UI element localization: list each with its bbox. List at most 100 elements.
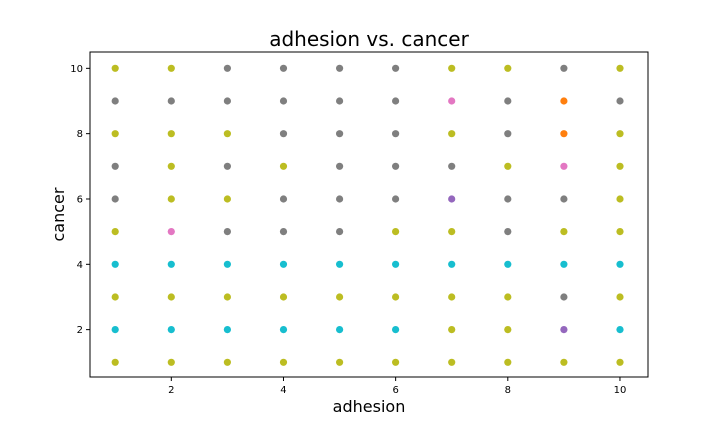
- data-point: [448, 162, 456, 170]
- data-point: [448, 260, 456, 268]
- data-point: [279, 64, 288, 72]
- data-point: [167, 293, 175, 301]
- data-point: [336, 195, 344, 203]
- data-point: [111, 97, 119, 105]
- data-point: [392, 130, 400, 138]
- data-point: [111, 64, 119, 72]
- data-point: [223, 195, 231, 203]
- x-tick-label: 4: [280, 385, 286, 396]
- data-point: [167, 97, 175, 105]
- data-point: [560, 358, 568, 366]
- data-point: [616, 162, 624, 170]
- data-point: [560, 195, 568, 203]
- data-point: [223, 130, 231, 138]
- data-point: [616, 64, 624, 72]
- data-point: [448, 358, 456, 366]
- data-point: [279, 195, 288, 203]
- x-tick-label: 10: [614, 385, 627, 396]
- data-point: [223, 326, 231, 334]
- data-point: [504, 293, 512, 301]
- data-point: [616, 293, 624, 301]
- data-point: [448, 97, 456, 105]
- x-tick-label: 2: [168, 385, 174, 396]
- data-point: [279, 260, 288, 268]
- data-point: [392, 162, 400, 170]
- data-point: [223, 228, 231, 236]
- data-point: [279, 97, 288, 105]
- data-point: [616, 326, 624, 334]
- data-point: [616, 228, 624, 236]
- plot-area-frame: [89, 51, 649, 378]
- data-point: [448, 293, 456, 301]
- data-point: [336, 97, 344, 105]
- data-point: [167, 228, 175, 236]
- y-axis-ticks: 2 4 6 8 10: [70, 64, 90, 336]
- data-point: [111, 162, 119, 170]
- data-point: [392, 260, 400, 268]
- x-axis-label: adhesion: [333, 397, 406, 416]
- data-point: [223, 358, 231, 366]
- data-point: [223, 64, 231, 72]
- data-point: [560, 228, 568, 236]
- data-point: [279, 358, 288, 366]
- data-point: [392, 228, 400, 236]
- data-point: [223, 162, 231, 170]
- data-point: [616, 358, 624, 366]
- data-point: [616, 130, 624, 138]
- x-tick-label: 6: [392, 385, 398, 396]
- data-point: [392, 97, 400, 105]
- data-point: [223, 293, 231, 301]
- data-point: [560, 64, 568, 72]
- data-point: [504, 358, 512, 366]
- data-point: [560, 326, 568, 334]
- y-tick-label: 4: [77, 260, 83, 271]
- data-point: [111, 260, 119, 268]
- data-point: [504, 228, 512, 236]
- data-point: [167, 358, 175, 366]
- data-point: [504, 64, 512, 72]
- data-point: [167, 130, 175, 138]
- data-point: [336, 228, 344, 236]
- data-point: [504, 162, 512, 170]
- data-point: [448, 228, 456, 236]
- data-point: [504, 260, 512, 268]
- y-axis-label: cancer: [49, 187, 68, 241]
- data-point: [336, 326, 344, 334]
- x-axis-ticks: 2 4 6 8 10: [168, 377, 626, 396]
- data-point: [616, 97, 624, 105]
- data-point: [111, 130, 119, 138]
- data-point: [167, 64, 175, 72]
- data-point: [279, 326, 288, 334]
- data-point: [167, 260, 175, 268]
- y-tick-label: 8: [77, 129, 83, 140]
- data-point: [167, 195, 175, 203]
- data-point: [336, 260, 344, 268]
- data-point: [504, 130, 512, 138]
- data-point: [336, 64, 344, 72]
- data-point: [392, 64, 400, 72]
- data-point: [279, 293, 288, 301]
- data-point: [560, 260, 568, 268]
- data-point: [279, 130, 288, 138]
- data-point: [560, 130, 568, 138]
- data-point: [616, 195, 624, 203]
- points-layer: [111, 64, 624, 366]
- x-tick-label: 8: [505, 385, 511, 396]
- data-point: [392, 326, 400, 334]
- data-point: [336, 130, 344, 138]
- data-point: [167, 162, 175, 170]
- data-point: [392, 195, 400, 203]
- data-point: [448, 195, 456, 203]
- data-point: [336, 162, 344, 170]
- data-point: [167, 326, 175, 334]
- data-point: [111, 326, 119, 334]
- data-point: [560, 97, 568, 105]
- data-point: [504, 97, 512, 105]
- data-point: [504, 326, 512, 334]
- data-point: [448, 64, 456, 72]
- data-point: [336, 358, 344, 366]
- data-point: [392, 358, 400, 366]
- data-point: [223, 260, 231, 268]
- data-point: [448, 130, 456, 138]
- chart-title: adhesion vs. cancer: [269, 27, 469, 51]
